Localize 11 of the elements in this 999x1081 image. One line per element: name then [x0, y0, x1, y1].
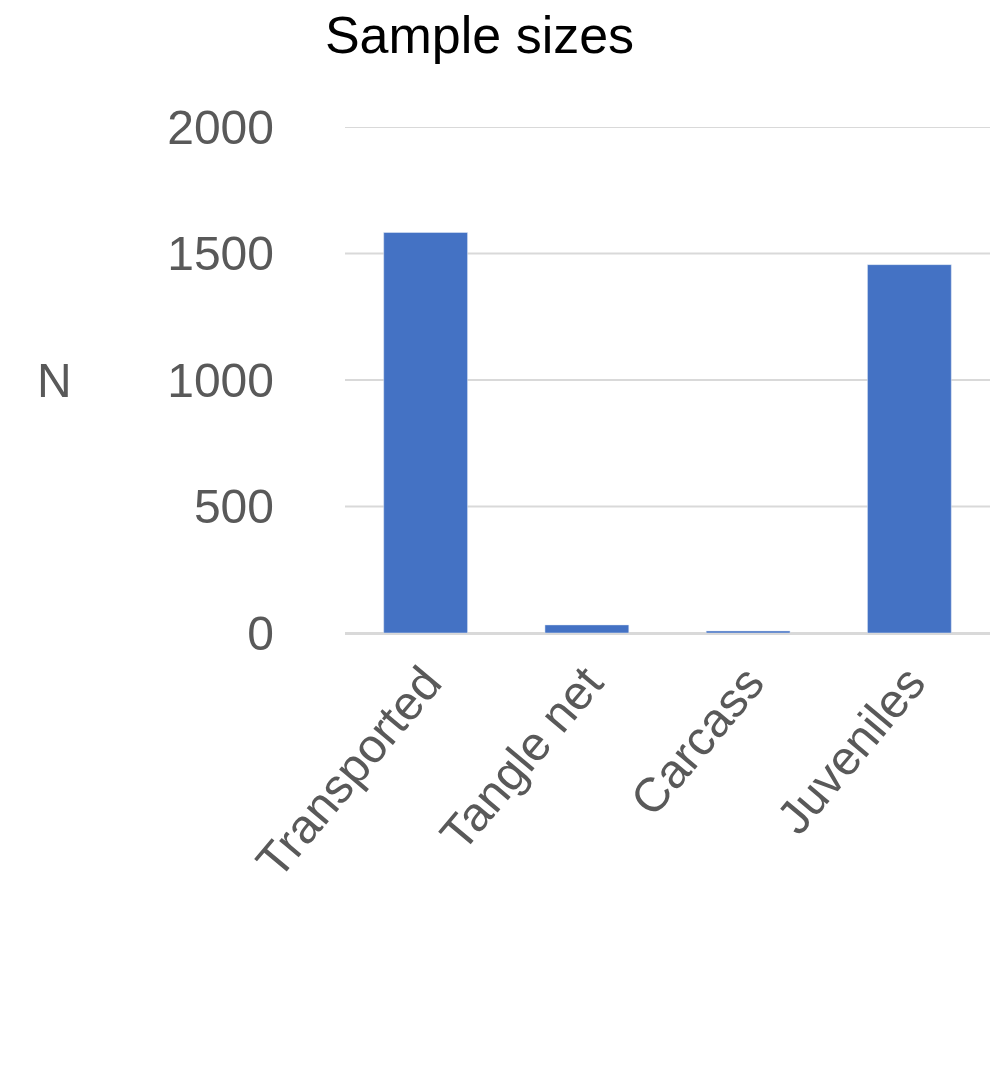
- chart-title: Sample sizes: [324, 5, 635, 64]
- bar: [867, 264, 952, 633]
- y-axis-title: N: [37, 354, 72, 407]
- y-tick-label: 1500: [167, 227, 274, 281]
- y-tick-label: 1000: [167, 353, 274, 407]
- bar: [383, 232, 468, 633]
- y-tick-label: 0: [247, 606, 274, 660]
- bar: [544, 624, 630, 633]
- bar: [705, 630, 791, 633]
- y-tick-label: 500: [193, 480, 274, 534]
- y-tick-label: 2000: [167, 100, 274, 154]
